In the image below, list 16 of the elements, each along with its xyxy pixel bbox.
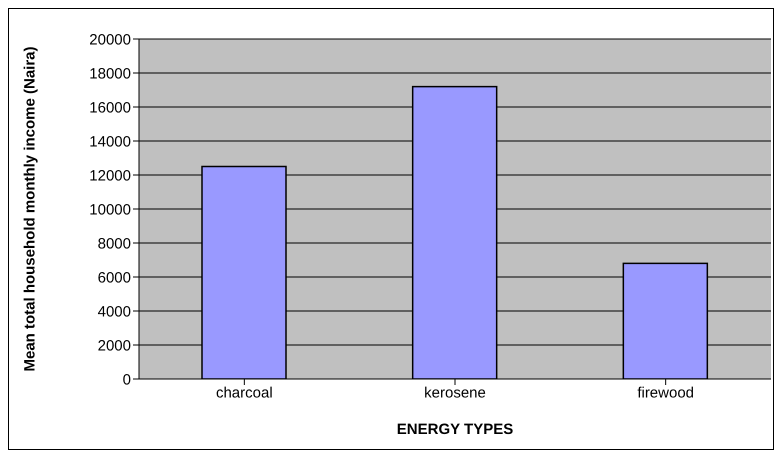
x-tick-label: kerosene xyxy=(424,384,486,402)
y-tick-label: 10000 xyxy=(89,201,131,218)
y-tick-label: 4000 xyxy=(98,303,131,320)
y-tick-label: 14000 xyxy=(89,133,131,150)
y-axis-title: Mean total household monthly income (Naira) xyxy=(21,46,38,372)
y-tick-label: 18000 xyxy=(89,65,131,82)
x-axis-title: ENERGY TYPES xyxy=(396,421,514,438)
y-tick-label: 16000 xyxy=(89,99,131,116)
y-tick-label: 6000 xyxy=(98,269,131,286)
y-tick-label: 20000 xyxy=(89,31,131,48)
y-tick-label: 8000 xyxy=(98,235,131,252)
x-tick-label: firewood xyxy=(637,384,694,402)
x-tick-label: charcoal xyxy=(216,384,273,402)
y-tick-label: 12000 xyxy=(89,167,131,184)
y-tick-label: 2000 xyxy=(98,337,131,354)
y-tick-label: 0 xyxy=(122,371,131,388)
